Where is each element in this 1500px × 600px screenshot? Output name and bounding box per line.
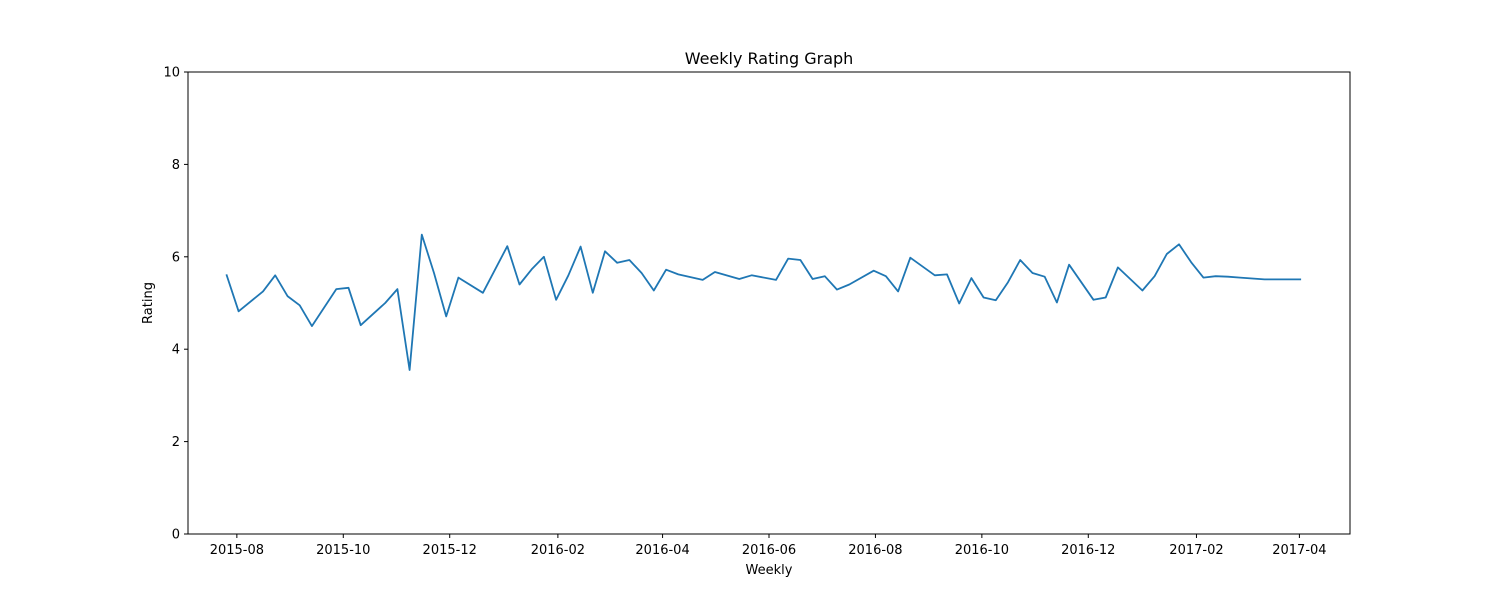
- chart-title: Weekly Rating Graph: [685, 49, 854, 68]
- x-tick-label: 2016-08: [848, 543, 902, 558]
- y-tick-label: 10: [163, 66, 180, 81]
- plot-area: [225, 233, 1302, 371]
- y-tick-label: 2: [172, 435, 180, 450]
- plot-frame: [187, 71, 1351, 535]
- y-axis-label: Rating: [141, 282, 156, 324]
- x-tick-label: 2017-02: [1169, 543, 1223, 558]
- x-tick-label: 2015-12: [423, 543, 477, 558]
- y-tick-label: 0: [172, 528, 180, 543]
- series-line: [225, 233, 1302, 371]
- y-tick-label: 6: [172, 250, 180, 265]
- y-tick-label: 8: [172, 158, 180, 173]
- y-axis-ticks: 0 2 4 6 8 10: [163, 66, 188, 543]
- x-axis-label: Weekly: [746, 563, 793, 578]
- x-axis-ticks: 2015-08 2015-10 2015-12 2016-02 2016-04 2016-…: [210, 534, 1327, 558]
- x-tick-label: 2016-10: [955, 543, 1009, 558]
- x-tick-label: 2016-02: [531, 543, 585, 558]
- y-tick-label: 4: [172, 343, 180, 358]
- x-tick-label: 2016-04: [635, 543, 689, 558]
- x-tick-label: 2015-08: [210, 543, 264, 558]
- x-tick-label: 2016-06: [742, 543, 796, 558]
- x-tick-label: 2016-12: [1061, 543, 1115, 558]
- x-tick-label: 2015-10: [316, 543, 370, 558]
- x-tick-label: 2017-04: [1272, 543, 1326, 558]
